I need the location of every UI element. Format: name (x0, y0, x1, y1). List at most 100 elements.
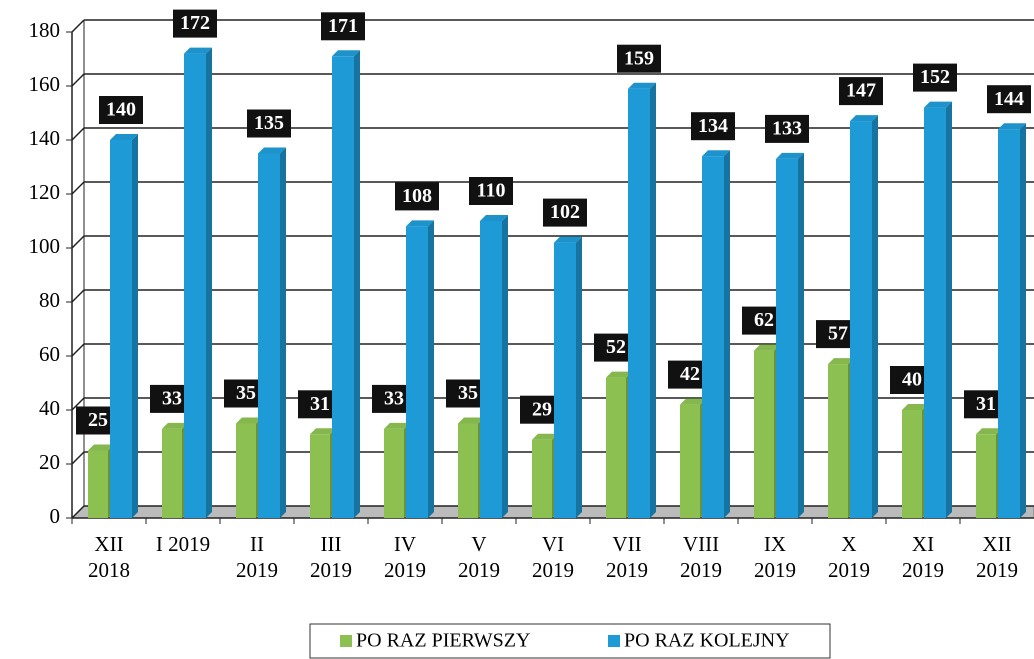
bar-top (776, 152, 804, 159)
value-label: 40 (902, 369, 922, 391)
value-label-box (321, 12, 365, 41)
value-label: 25 (88, 409, 108, 431)
y-tick-label: 60 (39, 342, 60, 366)
bar (702, 156, 724, 518)
value-label-box (913, 63, 957, 92)
bar-top (902, 404, 928, 410)
bar-top (406, 220, 434, 227)
value-label: 140 (106, 99, 136, 121)
value-label: 108 (402, 185, 432, 207)
bar-side (576, 236, 582, 518)
x-tick-label: XI 2019 (902, 532, 944, 582)
y-tick-label: 180 (29, 18, 61, 42)
bar-top (332, 50, 360, 57)
value-label: 144 (994, 88, 1024, 110)
y-tick-label: 160 (29, 72, 61, 96)
bar-top (702, 150, 730, 157)
grid-line-side (71, 505, 85, 519)
x-tick-label: VI 2019 (532, 532, 574, 582)
bar (776, 158, 798, 518)
bar-side (798, 152, 804, 518)
bar (184, 53, 206, 518)
bar-top (258, 147, 286, 154)
bar-side (946, 101, 952, 518)
value-label-box (617, 44, 661, 73)
value-label: 133 (772, 117, 802, 139)
x-tick-label: II 2019 (236, 532, 278, 582)
x-tick-label: IV 2019 (384, 532, 426, 582)
bar (606, 377, 626, 518)
value-label: 35 (458, 382, 478, 404)
y-tick-label: 0 (50, 504, 61, 528)
bar-top (162, 422, 188, 429)
legend-swatch (608, 635, 620, 647)
value-label-box (247, 109, 291, 138)
bar-side (132, 134, 138, 518)
value-label: 57 (828, 323, 848, 345)
value-label-box (469, 177, 513, 205)
bar (976, 434, 996, 518)
value-label: 31 (310, 393, 330, 415)
value-label: 33 (162, 387, 182, 409)
value-label: 42 (680, 363, 700, 385)
value-label: 62 (754, 309, 774, 331)
value-label-box (765, 114, 809, 143)
grid-line-side (71, 397, 85, 411)
bar-top (998, 123, 1026, 130)
y-tick-label: 40 (39, 396, 60, 420)
bar-top (976, 428, 1002, 435)
value-label: 152 (920, 66, 950, 88)
grid-line-side (71, 19, 85, 33)
x-tick-label: X 2019 (828, 532, 870, 582)
value-label: 134 (698, 115, 728, 137)
value-label: 52 (606, 336, 626, 358)
y-tick-label: 100 (29, 234, 61, 258)
bar-top (88, 444, 114, 451)
bar (384, 428, 404, 518)
bar-top (606, 371, 632, 378)
bar (902, 410, 922, 518)
bar-top (532, 433, 558, 440)
value-label-box (395, 182, 439, 211)
bar-top (828, 358, 854, 365)
value-label-box (173, 9, 217, 38)
x-tick-label: VII 2019 (606, 532, 648, 582)
bar (924, 107, 946, 518)
grid-line-side (71, 289, 85, 303)
grid-line-side (71, 235, 85, 249)
bar (258, 153, 280, 518)
value-label-box (543, 198, 587, 227)
bar (998, 129, 1020, 518)
value-label: 35 (236, 382, 256, 404)
bar-top (754, 344, 780, 351)
value-label-box (987, 85, 1031, 114)
bar (754, 350, 774, 518)
x-tick-label: IX 2019 (754, 532, 796, 582)
bar (680, 404, 700, 518)
legend-swatch (340, 635, 352, 647)
y-tick-label: 120 (29, 180, 61, 204)
y-tick-label: 140 (29, 126, 61, 150)
legend-label: PO RAZ PIERWSZY (356, 630, 530, 652)
bar-top (680, 398, 706, 405)
grid-line-side (71, 73, 85, 87)
grid-line-side (71, 343, 85, 357)
bar-top (384, 422, 410, 429)
value-label: 31 (976, 393, 996, 415)
bar-top (924, 101, 952, 108)
grid-line-side (71, 451, 85, 465)
bar (554, 242, 576, 518)
grid-line-side (71, 181, 85, 195)
bar (406, 226, 428, 518)
x-tick-label: XII 2018 (88, 532, 130, 582)
bar-side (502, 215, 508, 518)
bar-side (206, 47, 212, 518)
legend-box (309, 623, 831, 659)
x-tick-label: XII 2019 (976, 532, 1018, 582)
bar-top (310, 428, 336, 435)
bar (628, 88, 650, 518)
bar-side (650, 82, 656, 518)
bar (110, 140, 132, 518)
bar-side (1020, 123, 1026, 518)
